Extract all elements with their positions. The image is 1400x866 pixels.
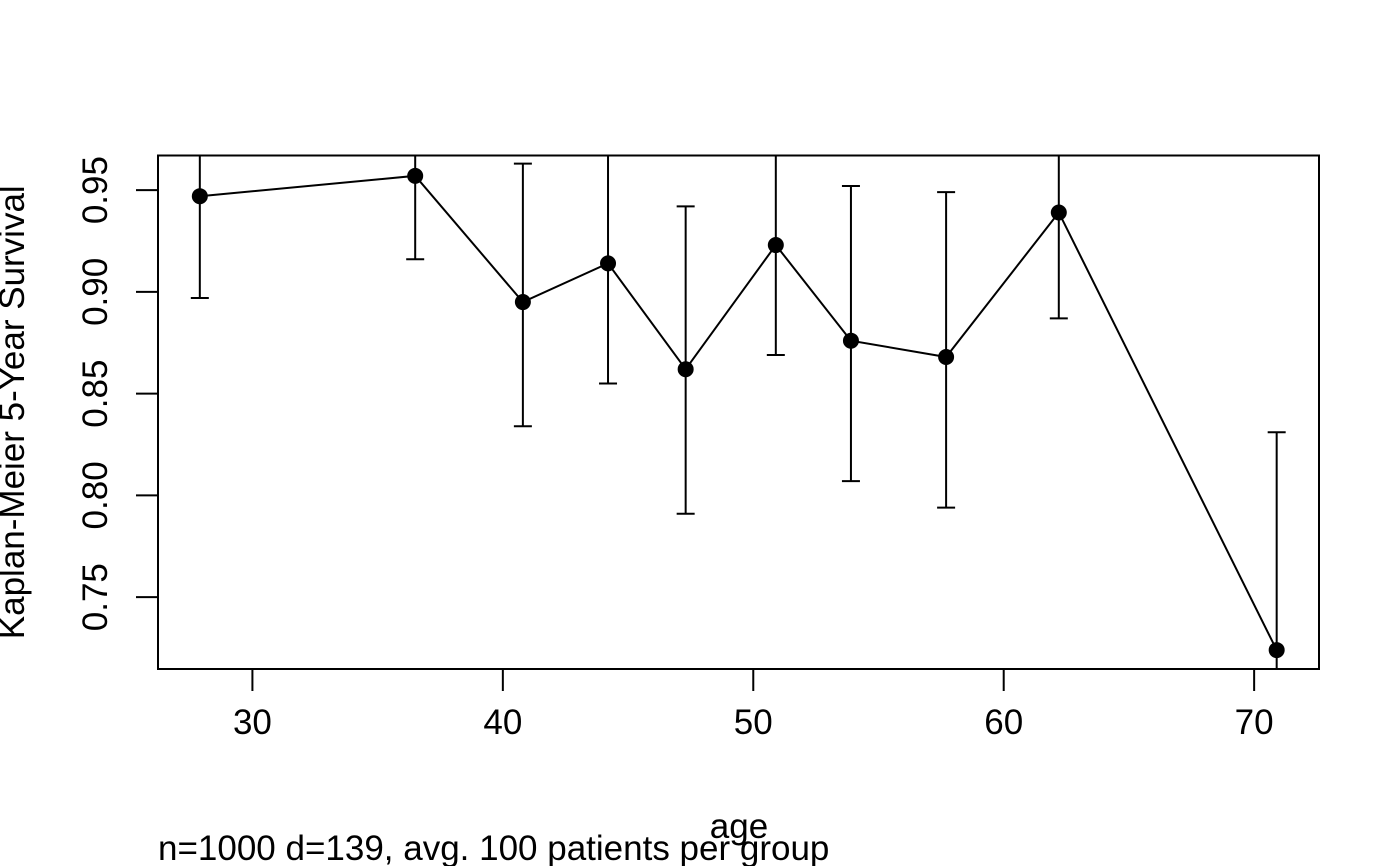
data-point-marker (938, 348, 955, 365)
data-point-marker (191, 188, 208, 205)
data-point-marker (1268, 642, 1285, 659)
data-point-marker (767, 237, 784, 254)
y-tick-label: 0.95 (76, 156, 115, 224)
y-tick-label: 0.90 (76, 258, 115, 326)
data-point-marker (600, 255, 617, 272)
data-point-marker (1050, 204, 1067, 221)
y-tick-label: 0.85 (76, 360, 115, 428)
data-point-marker (677, 361, 694, 378)
y-tick-label: 0.80 (76, 461, 115, 529)
data-point-marker (407, 167, 424, 184)
x-axis-title: age (710, 807, 768, 846)
x-tick-label: 70 (1235, 703, 1274, 742)
data-point-marker (842, 332, 859, 349)
plot-border (157, 154, 1320, 670)
x-tick-label: 30 (233, 703, 272, 742)
y-tick-label: 0.75 (76, 563, 115, 631)
x-tick-label: 40 (483, 703, 522, 742)
subtitle-caption: n=1000 d=139, avg. 100 patients per grou… (158, 829, 829, 866)
data-point-marker (514, 294, 531, 311)
y-axis-title: Kaplan-Meier 5-Year Survival (0, 185, 32, 639)
x-tick-label: 60 (984, 703, 1023, 742)
series-polyline (199, 174, 1278, 651)
x-tick-label: 50 (734, 703, 773, 742)
error-bars-group (190, 155, 1286, 669)
